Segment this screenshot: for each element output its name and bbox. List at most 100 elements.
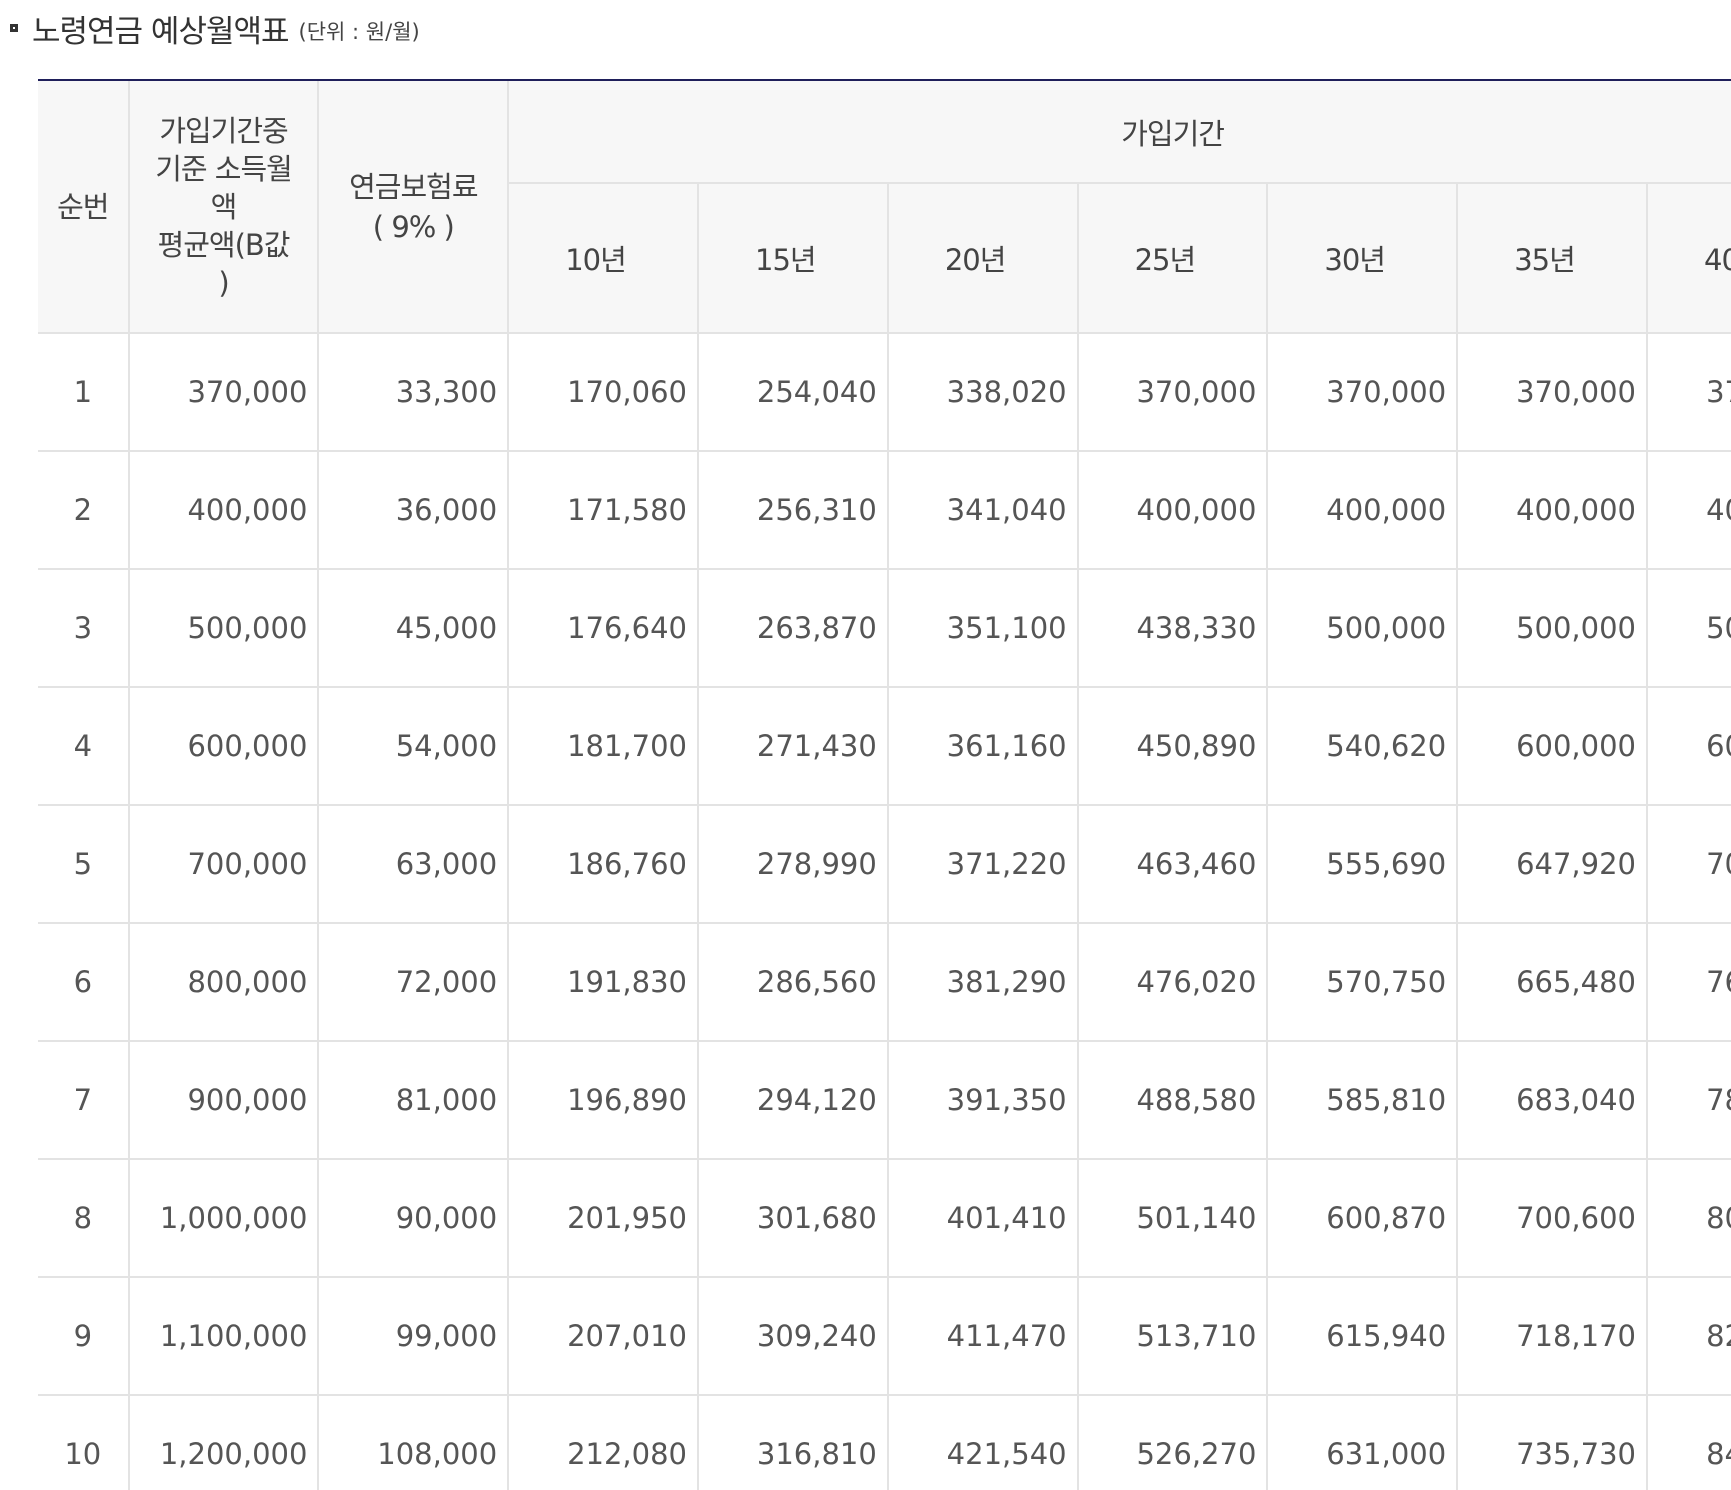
table-row: 6 800,000 72,000 191,830 286,560 381,290 476,0… xyxy=(38,923,1731,1042)
cell-premium: 36,000 xyxy=(318,451,510,570)
cell-income: 1,100,000 xyxy=(128,1277,320,1396)
section-heading: 노령연금 예상월액표 (단위 : 원/월) xyxy=(10,6,420,50)
cell-premium: 108,000 xyxy=(318,1395,510,1490)
cell-income: 400,000 xyxy=(128,451,320,570)
pension-table: 순번 가입기간중 기준 소득월 액 평균액(B값 ) 연금보험료 ( 9% ) … xyxy=(38,81,1731,1490)
header-income-line4: 평균액(B값 xyxy=(157,227,291,262)
cell-amount: 370,000 xyxy=(1267,333,1459,452)
cell-income: 600,000 xyxy=(128,687,320,806)
cell-premium: 45,000 xyxy=(318,569,510,688)
cell-amount: 500,000 xyxy=(1647,569,1731,688)
cell-amount: 555,690 xyxy=(1267,805,1459,924)
header-period: 가입기간 xyxy=(508,81,1731,184)
cell-amount: 700,600 xyxy=(1457,1159,1648,1278)
cell-amount: 780,270 xyxy=(1647,1041,1731,1160)
cell-amount: 370,000 xyxy=(1457,333,1648,452)
cell-no: 4 xyxy=(38,687,130,806)
header-income-line1: 가입기간중 xyxy=(159,113,288,148)
header-income: 가입기간중 기준 소득월 액 평균액(B값 ) xyxy=(128,81,320,334)
cell-amount: 570,750 xyxy=(1267,923,1459,1042)
cell-no: 9 xyxy=(38,1277,130,1396)
cell-amount: 171,580 xyxy=(508,451,700,570)
cell-amount: 513,710 xyxy=(1077,1277,1269,1396)
cell-no: 5 xyxy=(38,805,130,924)
cell-amount: 683,040 xyxy=(1457,1041,1648,1160)
cell-amount: 735,730 xyxy=(1457,1395,1648,1490)
cell-amount: 800,340 xyxy=(1647,1159,1731,1278)
cell-amount: 371,220 xyxy=(887,805,1079,924)
header-year: 25년 xyxy=(1077,183,1269,334)
header-income-line3: 액 xyxy=(210,189,238,224)
cell-amount: 170,060 xyxy=(508,333,700,452)
header-premium-line1: 연금보험료 xyxy=(349,169,478,204)
table-body: 1 370,000 33,300 170,060 254,040 338,020 370,0… xyxy=(38,333,1731,1490)
cell-premium: 72,000 xyxy=(318,923,510,1042)
cell-amount: 400,000 xyxy=(1267,451,1459,570)
cell-amount: 760,210 xyxy=(1647,923,1731,1042)
cell-amount: 438,330 xyxy=(1077,569,1269,688)
header-year: 35년 xyxy=(1457,183,1648,334)
cell-premium: 33,300 xyxy=(318,333,510,452)
table-row: 2 400,000 36,000 171,580 256,310 341,040 400,0… xyxy=(38,451,1731,570)
header-year: 30년 xyxy=(1267,183,1459,334)
cell-amount: 463,460 xyxy=(1077,805,1269,924)
cell-no: 1 xyxy=(38,333,130,452)
table-row: 8 1,000,000 90,000 201,950 301,680 401,410 501… xyxy=(38,1159,1731,1278)
table-row: 7 900,000 81,000 196,890 294,120 391,350 488,5… xyxy=(38,1041,1731,1160)
table-row: 3 500,000 45,000 176,640 263,870 351,100 438,3… xyxy=(38,569,1731,688)
cell-amount: 400,000 xyxy=(1647,451,1731,570)
cell-income: 1,200,000 xyxy=(128,1395,320,1490)
cell-amount: 196,890 xyxy=(508,1041,700,1160)
cell-amount: 500,000 xyxy=(1457,569,1648,688)
cell-amount: 500,000 xyxy=(1267,569,1459,688)
cell-income: 1,000,000 xyxy=(128,1159,320,1278)
cell-income: 500,000 xyxy=(128,569,320,688)
cell-amount: 207,010 xyxy=(508,1277,700,1396)
cell-amount: 294,120 xyxy=(698,1041,889,1160)
table-row: 10 1,200,000 108,000 212,080 316,810 421,540 5… xyxy=(38,1395,1731,1490)
cell-amount: 476,020 xyxy=(1077,923,1269,1042)
cell-amount: 400,000 xyxy=(1457,451,1648,570)
cell-premium: 54,000 xyxy=(318,687,510,806)
cell-amount: 351,100 xyxy=(887,569,1079,688)
cell-amount: 450,890 xyxy=(1077,687,1269,806)
cell-amount: 421,540 xyxy=(887,1395,1079,1490)
cell-income: 700,000 xyxy=(128,805,320,924)
cell-amount: 370,000 xyxy=(1077,333,1269,452)
table-header: 순번 가입기간중 기준 소득월 액 평균액(B값 ) 연금보험료 ( 9% ) … xyxy=(38,81,1731,334)
cell-amount: 391,350 xyxy=(887,1041,1079,1160)
table-row: 4 600,000 54,000 181,700 271,430 361,160 450,8… xyxy=(38,687,1731,806)
square-bullet-icon xyxy=(10,24,18,32)
cell-amount: 615,940 xyxy=(1267,1277,1459,1396)
cell-amount: 361,160 xyxy=(887,687,1079,806)
cell-no: 10 xyxy=(38,1395,130,1490)
header-year: 15년 xyxy=(698,183,889,334)
cell-income: 800,000 xyxy=(128,923,320,1042)
cell-amount: 278,990 xyxy=(698,805,889,924)
cell-amount: 381,290 xyxy=(887,923,1079,1042)
header-premium: 연금보험료 ( 9% ) xyxy=(318,81,510,334)
header-year: 20년 xyxy=(887,183,1079,334)
table-row: 1 370,000 33,300 170,060 254,040 338,020 370,0… xyxy=(38,333,1731,452)
cell-amount: 370,000 xyxy=(1647,333,1731,452)
cell-amount: 411,470 xyxy=(887,1277,1079,1396)
pension-table-container: 순번 가입기간중 기준 소득월 액 평균액(B값 ) 연금보험료 ( 9% ) … xyxy=(38,79,1731,1490)
header-years-row: 10년15년20년25년30년35년40년 xyxy=(38,183,1731,334)
header-no: 순번 xyxy=(38,81,130,334)
cell-amount: 600,000 xyxy=(1647,687,1731,806)
cell-amount: 186,760 xyxy=(508,805,700,924)
cell-amount: 585,810 xyxy=(1267,1041,1459,1160)
cell-amount: 309,240 xyxy=(698,1277,889,1396)
header-year: 10년 xyxy=(508,183,700,334)
header-income-line2: 기준 소득월 xyxy=(155,151,293,186)
cell-amount: 301,680 xyxy=(698,1159,889,1278)
cell-amount: 316,810 xyxy=(698,1395,889,1490)
table-row: 5 700,000 63,000 186,760 278,990 371,220 463,4… xyxy=(38,805,1731,924)
table-row: 9 1,100,000 99,000 207,010 309,240 411,470 513… xyxy=(38,1277,1731,1396)
cell-amount: 501,140 xyxy=(1077,1159,1269,1278)
cell-amount: 526,270 xyxy=(1077,1395,1269,1490)
cell-amount: 263,870 xyxy=(698,569,889,688)
cell-amount: 401,410 xyxy=(887,1159,1079,1278)
cell-premium: 99,000 xyxy=(318,1277,510,1396)
cell-amount: 181,700 xyxy=(508,687,700,806)
